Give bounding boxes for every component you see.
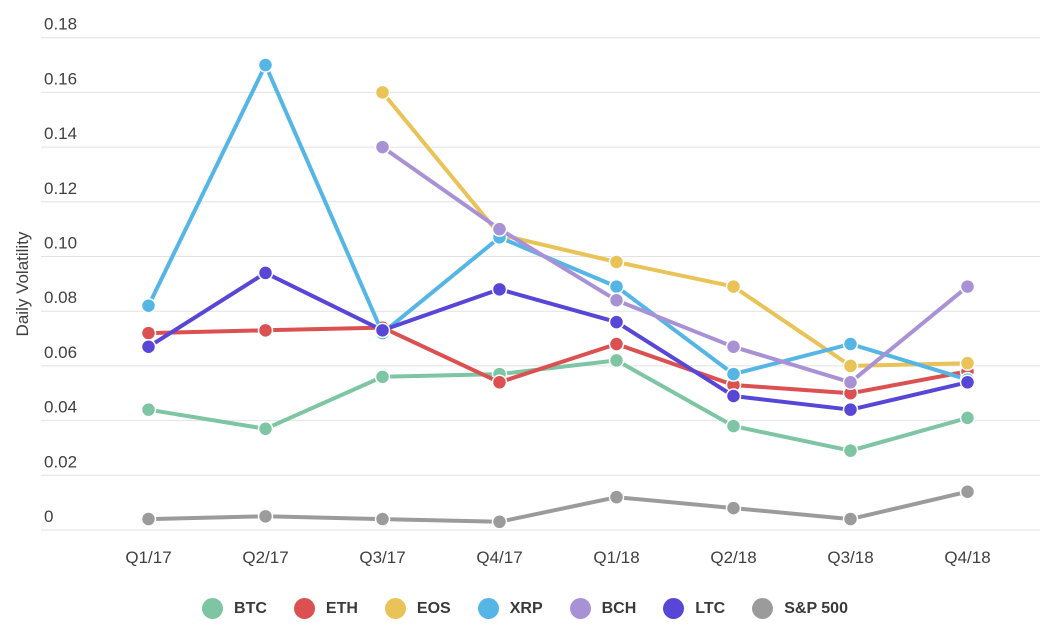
x-tick-label: Q4/18 bbox=[944, 548, 990, 567]
eos-point-q3-18 bbox=[842, 358, 859, 374]
y-tick-label: 0.04 bbox=[44, 398, 77, 417]
xrp-line bbox=[146, 63, 970, 382]
s-p-500-point-q1-17 bbox=[140, 511, 157, 527]
x-tick-label: Q2/17 bbox=[242, 548, 288, 567]
legend-label: EOS bbox=[416, 599, 451, 617]
btc-swatch-icon bbox=[202, 598, 224, 619]
legend-item-xrp[interactable]: XRP bbox=[477, 598, 543, 619]
legend-label: XRP bbox=[509, 599, 543, 617]
btc-point-q3-18 bbox=[842, 442, 859, 459]
eth-point-q4-17 bbox=[491, 374, 508, 391]
xrp-point-q3-18 bbox=[842, 336, 859, 352]
y-tick-label: 0.10 bbox=[44, 234, 77, 253]
x-tick-label: Q3/18 bbox=[827, 548, 873, 567]
eth-point-q1-18 bbox=[608, 336, 625, 352]
ltc-point-q2-17 bbox=[257, 265, 274, 281]
ltc-point-q4-18 bbox=[959, 374, 976, 391]
x-tick-label: Q4/17 bbox=[476, 548, 522, 567]
y-tick-label: 0.12 bbox=[44, 179, 77, 198]
bch-point-q2-18 bbox=[725, 339, 742, 355]
s-p-500-line bbox=[146, 489, 970, 524]
bch-point-q1-18 bbox=[608, 292, 625, 309]
legend-label: LTC bbox=[695, 599, 726, 617]
bch-line bbox=[380, 145, 970, 385]
y-tick-label: 0.18 bbox=[44, 15, 77, 34]
ltc-point-q4-17 bbox=[491, 281, 508, 298]
s-p-500-swatch-icon bbox=[752, 598, 774, 619]
s-p-500-point-q3-18 bbox=[842, 511, 859, 527]
y-tick-label: 0.06 bbox=[44, 343, 77, 362]
ltc-point-q1-18 bbox=[608, 314, 625, 330]
x-tick-label: Q1/17 bbox=[125, 548, 171, 567]
legend-label: S&P 500 bbox=[784, 599, 848, 617]
btc-point-q3-17 bbox=[374, 369, 391, 385]
legend-item-s-p-500[interactable]: S&P 500 bbox=[752, 598, 848, 619]
ltc-point-q3-17 bbox=[374, 322, 391, 339]
legend-item-ltc[interactable]: LTC bbox=[663, 598, 725, 619]
eth-point-q2-17 bbox=[257, 322, 274, 339]
btc-line bbox=[146, 358, 970, 453]
xrp-point-q2-17 bbox=[257, 57, 274, 73]
y-tick-label: 0 bbox=[44, 507, 53, 526]
x-tick-label: Q3/17 bbox=[359, 548, 405, 567]
legend-item-eos[interactable]: EOS bbox=[384, 598, 451, 619]
eos-point-q1-18 bbox=[608, 254, 625, 270]
y-tick-label: 0.14 bbox=[44, 124, 77, 143]
xrp-point-q2-18 bbox=[725, 366, 742, 382]
legend-item-bch[interactable]: BCH bbox=[569, 598, 637, 619]
y-tick-label: 0.08 bbox=[44, 288, 77, 307]
s-p-500-point-q4-17 bbox=[491, 514, 508, 530]
eos-point-q3-17 bbox=[374, 84, 391, 101]
eos-swatch-icon bbox=[384, 598, 406, 619]
legend-item-eth[interactable]: ETH bbox=[293, 598, 358, 619]
btc-point-q2-18 bbox=[725, 418, 742, 434]
s-p-500-point-q2-18 bbox=[725, 500, 742, 516]
legend-label: BCH bbox=[601, 599, 637, 617]
legend-label: BTC bbox=[234, 599, 267, 617]
eos-point-q4-18 bbox=[959, 355, 976, 371]
bch-swatch-icon bbox=[569, 598, 591, 619]
ltc-point-q1-17 bbox=[140, 339, 157, 355]
bch-point-q3-17 bbox=[374, 139, 391, 155]
bch-point-q4-18 bbox=[959, 278, 976, 295]
xrp-point-q1-18 bbox=[608, 278, 625, 295]
btc-point-q1-18 bbox=[608, 352, 625, 369]
s-p-500-point-q4-18 bbox=[959, 483, 976, 500]
eth-swatch-icon bbox=[293, 598, 315, 619]
xrp-swatch-icon bbox=[477, 598, 499, 619]
ltc-line bbox=[146, 270, 970, 412]
y-tick-label: 0.16 bbox=[44, 69, 77, 88]
legend-label: ETH bbox=[325, 599, 358, 617]
eth-point-q1-17 bbox=[140, 325, 157, 341]
s-p-500-point-q1-18 bbox=[608, 489, 625, 505]
s-p-500-point-q2-17 bbox=[257, 508, 274, 525]
x-tick-label: Q2/18 bbox=[710, 548, 756, 567]
btc-point-q4-18 bbox=[959, 410, 976, 426]
chart-legend: BTC ETH EOS XRP BCH LTC S&P 500 bbox=[0, 598, 1050, 619]
bch-point-q3-18 bbox=[842, 374, 859, 391]
bch-point-q4-17 bbox=[491, 221, 508, 237]
btc-point-q2-17 bbox=[257, 421, 274, 437]
ltc-point-q2-18 bbox=[725, 388, 742, 404]
x-tick-label: Q1/18 bbox=[593, 548, 639, 567]
y-tick-label: 0.02 bbox=[44, 452, 77, 471]
legend-item-btc[interactable]: BTC bbox=[202, 598, 267, 619]
ltc-point-q3-18 bbox=[842, 401, 859, 418]
eos-point-q2-18 bbox=[725, 278, 742, 295]
s-p-500-point-q3-17 bbox=[374, 511, 391, 527]
ltc-swatch-icon bbox=[663, 598, 685, 619]
xrp-point-q1-17 bbox=[140, 297, 157, 314]
eth-line bbox=[146, 325, 970, 396]
btc-point-q1-17 bbox=[140, 401, 157, 418]
